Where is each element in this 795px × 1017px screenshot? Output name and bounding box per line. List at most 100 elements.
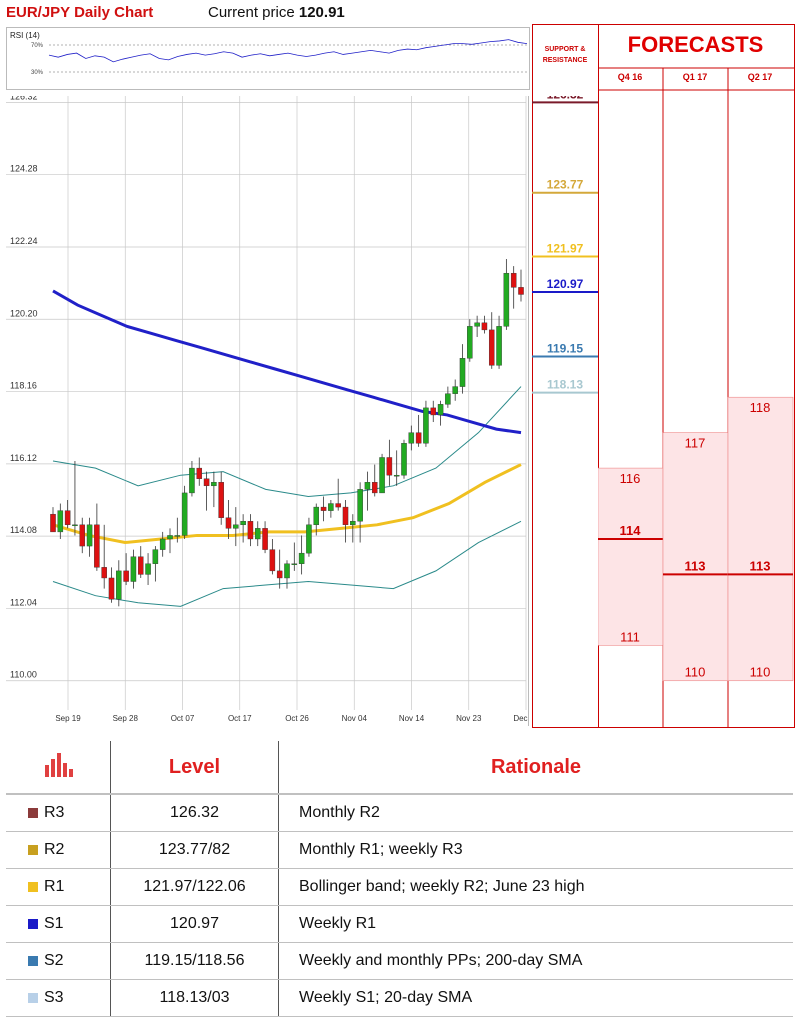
candle-down — [269, 549, 276, 572]
x-tick-label: Sep 28 — [113, 714, 139, 723]
quarter-header-q4-16: Q4 16 — [617, 72, 643, 82]
table-row: S2 119.15/118.56 Weekly and monthly PPs; 2… — [6, 942, 793, 980]
quarter-header-q2-17: Q2 17 — [747, 72, 773, 82]
table-row: R3 126.32 Monthly R2 — [6, 794, 793, 832]
candle-up — [254, 528, 261, 540]
candle-down — [108, 577, 115, 600]
x-axis: Sep 19 Sep 28 Oct 07 Oct 17 Oct 26 Nov 04 Nov … — [55, 714, 539, 723]
y-tick-label: 114.08 — [10, 525, 37, 535]
candle-up — [408, 432, 415, 444]
level-value: 120.97 — [110, 905, 279, 943]
forecast-mid-value: 113 — [685, 558, 706, 573]
candle-up — [313, 506, 320, 526]
candle-down — [276, 570, 283, 579]
candle-down — [225, 517, 232, 529]
candle-down — [196, 467, 203, 479]
candle-up — [116, 570, 122, 600]
level-value: 121.97/122.06 — [110, 868, 279, 906]
candle-down — [342, 506, 349, 526]
sr-value-r2: 123.77 — [547, 178, 584, 192]
candle-up — [233, 524, 239, 529]
candle-up — [284, 563, 290, 579]
x-tick-label: Oct 26 — [285, 714, 309, 723]
level-value: 123.77/82 — [110, 831, 279, 869]
level-value: 126.32 — [110, 794, 279, 832]
sr-title-line1: SUPPORT & — [544, 46, 586, 53]
candle-down — [481, 322, 488, 331]
level-tag: R1 — [44, 878, 65, 895]
y-tick-label: 126.32 — [10, 96, 38, 101]
level-tag-cell: R3 — [6, 794, 111, 832]
sma-200-line — [52, 289, 522, 435]
candle-up — [445, 393, 451, 405]
forecast-range-box — [727, 396, 794, 682]
candle-up — [72, 524, 78, 527]
current-price-value: 120.91 — [298, 4, 345, 21]
candle-up — [159, 538, 166, 550]
candle-down — [320, 506, 327, 511]
level-value: 118.13/03 — [110, 979, 279, 1017]
candle-down — [386, 457, 393, 476]
level-rationale: Bollinger band; weekly R2; June 23 high — [278, 868, 793, 906]
candle-down — [50, 513, 56, 533]
y-axis: 126.32 124.28 122.24 120.20 118.16 116.12 114.… — [10, 91, 38, 679]
forecast-mid-value: 113 — [750, 558, 771, 573]
candle-up — [181, 492, 188, 536]
y-tick-label: 112.04 — [10, 597, 37, 607]
support-resistance-title: SUPPORT & RESISTANCE — [532, 44, 598, 66]
candle-up — [423, 407, 429, 444]
candle-up — [459, 358, 466, 387]
y-tick-label: 124.28 — [10, 164, 38, 174]
forecasts-grid: 116 114 111 117 113 110 118 113 110 — [598, 67, 794, 727]
y-tick-label: 120.20 — [10, 308, 38, 318]
candle-up — [393, 474, 400, 477]
price-chart-panel: 126.32 124.28 122.24 120.20 118.16 116.12 114.… — [6, 91, 539, 726]
candle-up — [167, 535, 173, 540]
chart-grid — [6, 96, 527, 710]
level-rationale: Monthly R2 — [278, 794, 793, 832]
candle-down — [247, 521, 254, 540]
table-row: S1 120.97 Weekly R1 — [6, 905, 793, 943]
forecast-range-box — [598, 467, 664, 646]
candle-down — [123, 570, 129, 582]
candle-up — [86, 524, 93, 547]
candle-up — [130, 556, 137, 582]
candle-up — [437, 404, 444, 416]
price-chart: 126.32 124.28 122.24 120.20 118.16 116.12 114.… — [6, 91, 539, 723]
sr-value-r1: 121.97 — [547, 242, 584, 256]
rsi-level-70-label: 70% — [31, 43, 44, 49]
x-tick-label: Nov 04 — [342, 714, 368, 723]
level-tag-cell: S3 — [6, 979, 111, 1017]
rsi-label: RSI (14) — [10, 31, 40, 40]
candle-up — [240, 521, 246, 526]
candle-up — [306, 524, 312, 554]
candle-down — [203, 478, 210, 487]
forecast-low-value: 110 — [750, 665, 771, 680]
sr-value-s2: 119.15 — [547, 341, 583, 355]
forecast-low-value: 111 — [620, 629, 640, 644]
level-rationale: Weekly S1; 20-day SMA — [278, 979, 793, 1017]
level-value: 119.15/118.56 — [110, 942, 279, 980]
forecasts-title: FORECASTS — [627, 32, 764, 57]
quarter-header-q1-17: Q1 17 — [682, 72, 708, 82]
forecast-high-value: 117 — [685, 436, 706, 451]
candle-up — [189, 467, 195, 494]
forecast-low-value: 110 — [685, 665, 706, 680]
current-price: Current price 120.91 — [208, 4, 345, 21]
forecast-high-value: 116 — [620, 471, 641, 486]
support-resistance-column — [532, 24, 599, 728]
bar-chart-icon — [6, 741, 111, 795]
support-resistance-levels: 126.32 123.77 121.97 120.97 119.15 118.13 — [532, 96, 598, 394]
candle-down — [518, 287, 524, 295]
candle-up — [211, 482, 217, 487]
y-tick-label: 116.12 — [10, 453, 37, 463]
sr-value-r3: 126.32 — [547, 96, 584, 101]
levels-table: Level Rationale R3 126.32 Monthly R2 R2 123.… — [6, 741, 793, 1017]
candle-up — [57, 510, 64, 533]
x-tick-label: Sep 19 — [55, 714, 81, 723]
candle-up — [328, 503, 334, 511]
rsi-panel: RSI (14) 70% 30% — [6, 27, 530, 90]
level-color-swatch — [28, 844, 38, 855]
candle-up — [298, 552, 305, 564]
level-tag: S1 — [44, 915, 64, 932]
